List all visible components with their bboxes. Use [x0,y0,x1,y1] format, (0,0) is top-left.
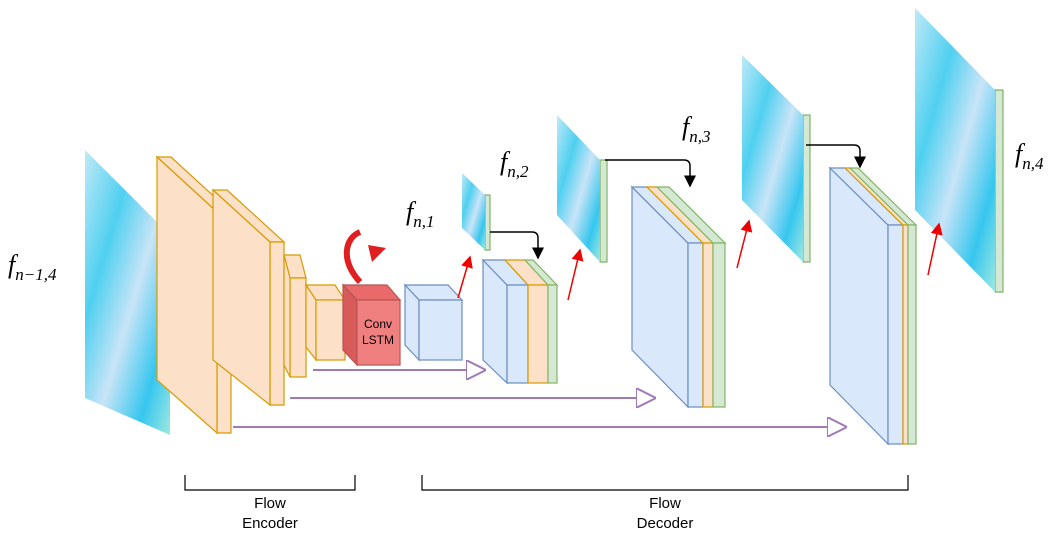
label: fn,4 [1015,139,1044,173]
label: fn,3 [682,112,710,146]
block-label: Conv [364,317,392,331]
shapes [85,8,1003,490]
label: fn−1,4 [8,250,57,284]
label: fn,1 [406,197,434,231]
diagram: fn−1,4 fn,1 fn,2 fn,3 fn,4 Conv LSTM Flo… [0,0,1063,534]
block-label: LSTM [362,333,394,347]
encoder-bracket [185,475,355,490]
encoder-layer [316,300,345,360]
label: fn,2 [500,147,529,181]
bracket-label: Encoder [242,515,298,532]
bracket-label: Flow [649,495,681,512]
decoder-bracket [422,475,908,490]
bracket-label: Decoder [637,515,694,532]
encoder-layer [284,255,290,377]
bracket-label: Flow [254,495,286,512]
